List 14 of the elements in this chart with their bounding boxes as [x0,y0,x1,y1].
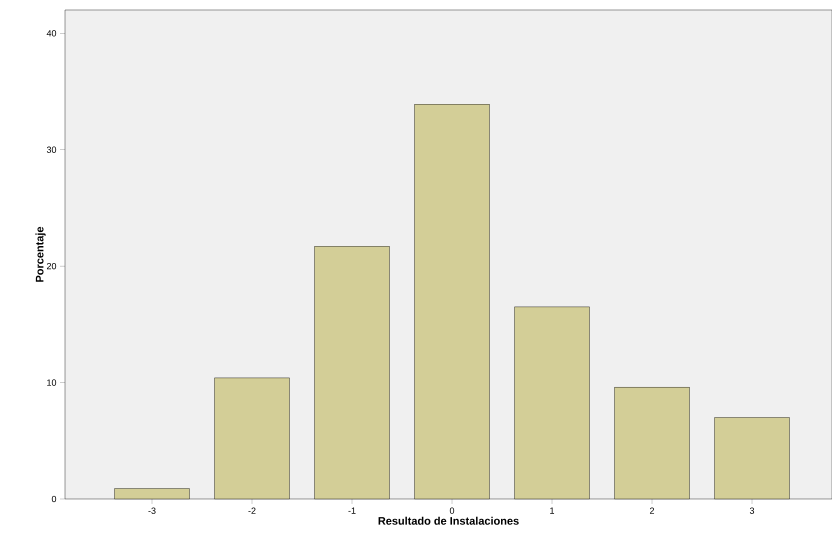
x-tick-label: -2 [248,508,256,514]
y-tick-label: 30 [46,146,56,153]
y-tick-label: 0 [52,496,56,502]
x-tick-label: 1 [550,508,554,514]
y-tick-label: 20 [46,262,56,270]
x-tick-label: -1 [348,508,356,514]
x-axis-title: Resultado de Instalaciones [378,516,519,525]
y-axis-title: Porcentaje [35,226,46,282]
x-tick-label: 0 [450,508,454,514]
x-tick-label: 2 [650,508,654,514]
x-tick-label: -3 [148,508,156,514]
x-tick-label: 3 [750,508,754,514]
y-tick-label: 40 [46,30,56,36]
y-tick-label: 10 [47,379,56,386]
